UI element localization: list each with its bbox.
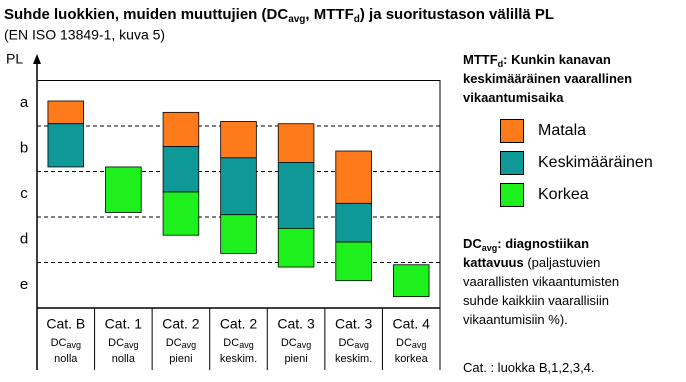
cat-note: Cat. : luokka B,1,2,3,4. — [463, 360, 595, 375]
y-tick-label: e — [20, 276, 28, 293]
x-tick-label: Cat. 4 — [393, 316, 431, 332]
title-subscript: d — [354, 14, 360, 25]
dc-label-main: DC — [223, 337, 239, 349]
dc-label: DCavg — [108, 337, 138, 350]
legend-entry: Matala — [500, 119, 586, 143]
x-tick-label: Cat. B — [46, 316, 85, 332]
title-part: ) ja suoritustason välillä PL — [360, 6, 554, 23]
bar-segment — [335, 150, 372, 204]
dc-label-main: DC — [338, 337, 354, 349]
dc-label: DCavg — [166, 337, 196, 350]
dc-label-sub: avg — [412, 340, 427, 350]
dc-text: (paljastuvien vaarallisten vikaantumiste… — [463, 255, 620, 327]
legend-swatch — [500, 151, 524, 175]
y-tick-label: a — [20, 94, 29, 111]
category-sublabel: keskim. — [335, 353, 372, 365]
dc-label-main: DC — [166, 337, 182, 349]
mttf-text: : Kunkin kanavan keskimääräinen vaaralli… — [463, 52, 633, 105]
title-part: Suhde luokkien, muiden muuttujien (DC — [4, 6, 288, 23]
y-tick-label: d — [20, 231, 28, 248]
category-sublabel: pieni — [284, 353, 307, 365]
category-sublabel: pieni — [169, 353, 192, 365]
bar-segment — [162, 146, 200, 193]
title-subscript: avg — [288, 14, 305, 25]
dc-label: DCavg — [51, 337, 81, 350]
y-axis-arrow — [33, 54, 41, 64]
legend-swatch — [500, 119, 524, 143]
dc-label-sub: avg — [239, 340, 254, 350]
bar-segment — [162, 111, 200, 147]
bar-segment — [277, 227, 315, 268]
dc-label: DCavg — [223, 337, 253, 350]
y-tick-label: c — [20, 185, 28, 202]
category-sublabel: keskim. — [220, 353, 257, 365]
dc-label-sub: avg — [124, 340, 139, 350]
x-tick-label: Cat. 3 — [277, 316, 315, 332]
dc-label-sub: avg — [66, 340, 81, 350]
category-sublabel: nolla — [112, 353, 136, 365]
bar-segment — [335, 202, 372, 243]
mttf-term: MTTF — [463, 52, 498, 67]
chart-title: Suhde luokkien, muiden muuttujien (DCavg… — [4, 6, 554, 25]
title-part: , MTTF — [305, 6, 353, 23]
dc-label: DCavg — [396, 337, 426, 350]
dc-label-main: DC — [396, 337, 412, 349]
x-tick-label: Cat. 3 — [335, 316, 373, 332]
bar-segment — [47, 100, 85, 125]
dc-label: DCavg — [281, 337, 311, 350]
dc-term-sub: avg — [481, 243, 498, 253]
x-tick-label: Cat. 1 — [105, 316, 143, 332]
legend-label: Korkea — [538, 186, 589, 203]
bar-segment — [220, 157, 257, 216]
bar-segment — [220, 214, 257, 254]
dc-label-sub: avg — [182, 340, 197, 350]
y-axis-label: PL — [6, 51, 23, 67]
legend-entry: Keskimääräinen — [500, 151, 653, 175]
bar-segment — [392, 264, 430, 298]
legend-label: Matala — [538, 122, 587, 139]
bar-segment — [220, 121, 257, 159]
bar-segment — [277, 161, 315, 229]
dc-label-main: DC — [281, 337, 297, 349]
legend-label: Keskimääräinen — [538, 154, 653, 171]
dc-label: DCavg — [338, 337, 368, 350]
x-tick-label: Cat. 2 — [220, 316, 258, 332]
bar-segment — [105, 166, 142, 213]
dc-label-main: DC — [108, 337, 124, 349]
dc-label-sub: avg — [297, 340, 312, 350]
dc-bold-text: : diagnostiikan kattavuus — [463, 236, 590, 270]
y-tick-label: b — [20, 140, 28, 157]
chart-subtitle: (EN ISO 13849-1, kuva 5) — [4, 27, 165, 43]
bar-segment — [277, 123, 315, 163]
mttf-term-sub: d — [497, 59, 504, 69]
dc-label-main: DC — [51, 337, 67, 349]
category-sublabel: korkea — [395, 353, 429, 365]
bar-segment — [47, 123, 85, 168]
bar-segment — [335, 241, 372, 282]
dc-label-sub: avg — [354, 340, 369, 350]
dc-term: DC — [463, 236, 482, 251]
mttf-note: MTTFd: Kunkin kanavan keskimääräinen vaa… — [463, 50, 678, 107]
category-sublabel: nolla — [54, 353, 78, 365]
dc-note: DCavg: diagnostiikan kattavuus (paljastu… — [463, 234, 678, 329]
bar-segment — [162, 191, 200, 236]
legend-swatch — [500, 183, 524, 207]
legend-entry: Korkea — [500, 183, 589, 207]
x-tick-label: Cat. 2 — [162, 316, 200, 332]
